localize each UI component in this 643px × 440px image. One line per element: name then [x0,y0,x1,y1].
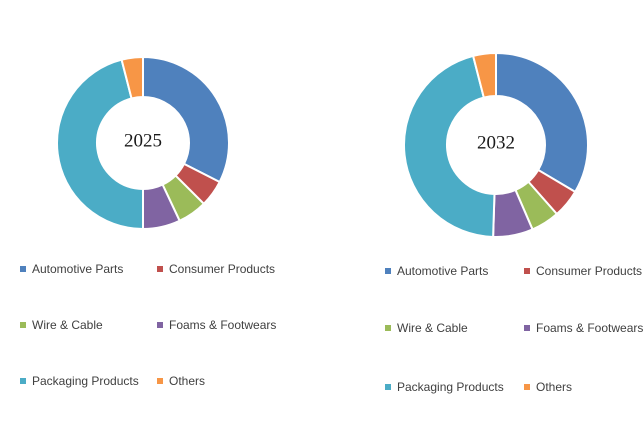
legend-item-consumer-products: Consumer Products [157,262,275,276]
center-year-label-2032: 2032 [477,133,515,154]
legend-item-automotive-parts: Automotive Parts [20,262,123,276]
legend-swatch-packaging-products [385,384,391,390]
legend-item-consumer-products: Consumer Products [524,264,642,278]
legend-item-packaging-products: Packaging Products [385,380,504,394]
legend-item-foams-and-footwears: Foams & Footwears [524,321,643,335]
legend-swatch-foams-and-footwears [157,322,163,328]
legend-swatch-others [157,378,163,384]
legend-label-foams-and-footwears: Foams & Footwears [536,321,643,335]
legend-swatch-automotive-parts [385,268,391,274]
legend-item-others: Others [157,374,205,388]
donut-slice-2032-automotive-parts [495,51,589,194]
legend-swatch-wire-and-cable [20,322,26,328]
donut-slice-2025-packaging-products [56,58,144,231]
legend-item-wire-and-cable: Wire & Cable [20,318,103,332]
legend-item-others: Others [524,380,572,394]
legend-item-packaging-products: Packaging Products [20,374,139,388]
legend-swatch-packaging-products [20,378,26,384]
legend-label-packaging-products: Packaging Products [397,380,504,394]
donut-chart-2032 [403,51,589,238]
legend-label-consumer-products: Consumer Products [169,262,276,276]
legend-label-automotive-parts: Automotive Parts [32,262,124,276]
donut-slice-2025-others [120,55,144,100]
donut-slice-2032-others [471,51,497,99]
donut-slice-2032-packaging-products [403,54,496,238]
legend-label-wire-and-cable: Wire & Cable [32,318,103,332]
legend-label-consumer-products: Consumer Products [536,264,643,278]
donut-slice-2025-automotive-parts [142,55,230,184]
center-year-label-2025: 2025 [124,131,162,152]
legend-label-others: Others [169,374,206,388]
legend-swatch-foams-and-footwears [524,325,530,331]
legend-label-packaging-products: Packaging Products [32,374,139,388]
legend-item-automotive-parts: Automotive Parts [385,264,488,278]
legend-swatch-consumer-products [524,268,530,274]
legend-item-wire-and-cable: Wire & Cable [385,321,468,335]
legend-swatch-others [524,384,530,390]
legend-label-wire-and-cable: Wire & Cable [397,321,468,335]
legend-label-foams-and-footwears: Foams & Footwears [169,318,277,332]
legend-label-automotive-parts: Automotive Parts [397,264,489,278]
legend-item-foams-and-footwears: Foams & Footwears [157,318,276,332]
legend-swatch-consumer-products [157,266,163,272]
legend-label-others: Others [536,380,573,394]
legend-swatch-wire-and-cable [385,325,391,331]
legend-swatch-automotive-parts [20,266,26,272]
donut-chart-2025 [56,55,230,231]
